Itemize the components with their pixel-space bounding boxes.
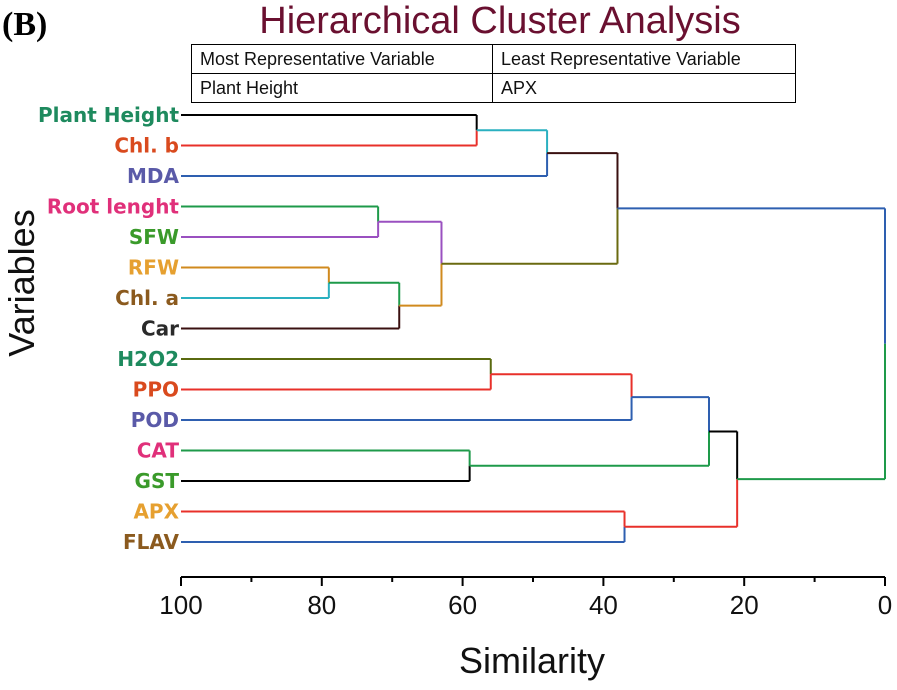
x-tick-label: 40	[589, 590, 618, 620]
table-header-row: Most Representative Variable Least Repre…	[191, 44, 796, 74]
chart-title: Hierarchical Cluster Analysis	[259, 0, 741, 42]
leaf-label: PPO	[133, 378, 179, 402]
x-axis-title: Similarity	[458, 640, 605, 681]
leaf-label: Chl. a	[115, 286, 179, 310]
x-tick-label: 0	[878, 590, 892, 620]
leaf-label: GST	[135, 469, 180, 493]
leaf-label: SFW	[129, 225, 179, 249]
leaf-label: Chl. b	[114, 134, 179, 158]
leaf-label: FLAV	[123, 530, 180, 554]
x-tick-label: 80	[307, 590, 336, 620]
leaf-label: APX	[133, 500, 179, 524]
header-most-representative: Most Representative Variable	[191, 44, 493, 74]
leaf-label: Root lenght	[47, 195, 180, 219]
x-tick-label: 60	[448, 590, 477, 620]
leaf-label: CAT	[137, 439, 180, 463]
representative-variable-table: Most Representative Variable Least Repre…	[191, 44, 796, 103]
leaf-label: H2O2	[117, 347, 179, 371]
panel-label: (B)	[2, 6, 48, 43]
leaf-label: Plant Height	[38, 103, 179, 127]
table-value-row: Plant Height APX	[191, 73, 796, 103]
value-most-representative: Plant Height	[191, 73, 493, 103]
value-least-representative: APX	[492, 73, 796, 103]
x-tick-label: 100	[159, 590, 202, 620]
leaf-label: Car	[141, 317, 179, 341]
leaf-label: RFW	[128, 256, 179, 280]
leaf-label: MDA	[127, 164, 180, 188]
leaf-label: POD	[131, 408, 179, 432]
x-tick-label: 20	[730, 590, 759, 620]
